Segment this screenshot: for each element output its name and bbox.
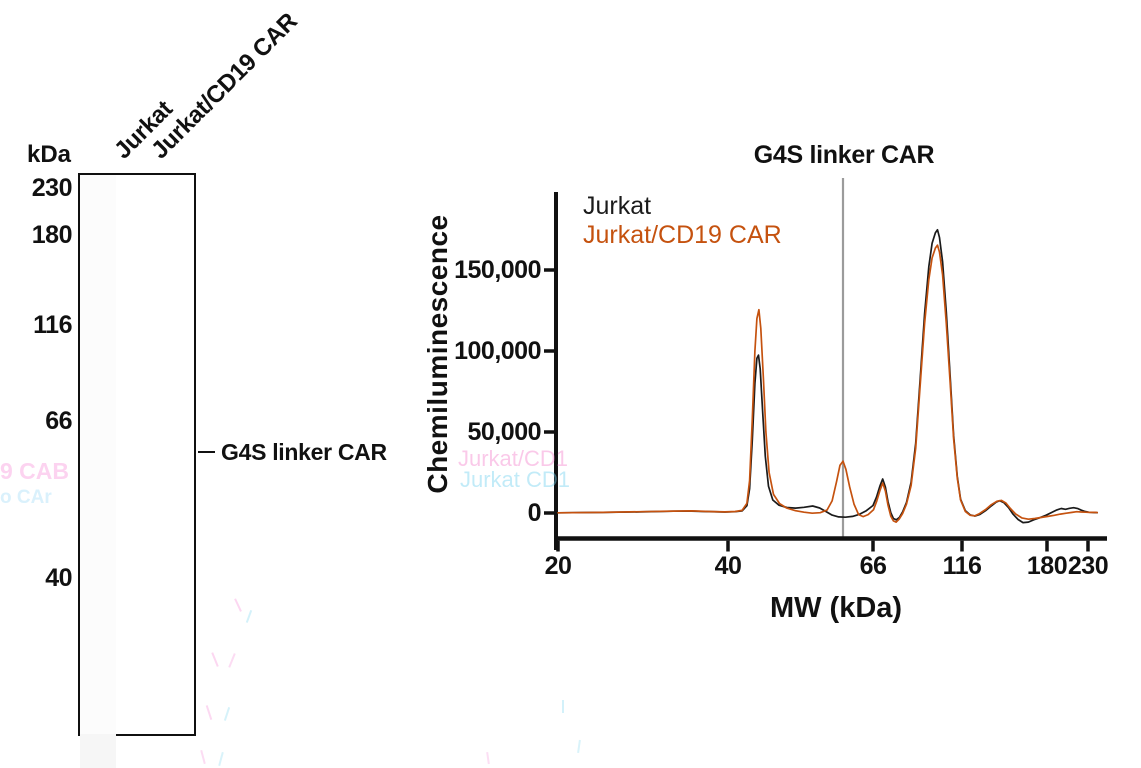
ghost-mark-10: [486, 751, 491, 765]
ghost-text-3: o CAr: [0, 487, 52, 508]
y-tick-label-100000: 100,000: [454, 337, 541, 365]
ghost-mark-8: [562, 700, 565, 713]
y-tick-label-50000: 50,000: [467, 418, 542, 446]
ghost-mark-4: [205, 704, 213, 721]
legend-item-jurkat: Jurkat: [583, 192, 652, 220]
x-tick-label-180: 180: [1026, 552, 1068, 580]
gel-marker-180: 180: [31, 221, 73, 249]
gel-lane-background-1: [80, 734, 116, 768]
ghost-text-2: 9 CAB: [0, 458, 70, 484]
chart-title: G4S linker CAR: [753, 141, 935, 169]
ghost-mark-1: [245, 609, 253, 624]
x-tick-label-20: 20: [544, 552, 572, 580]
ghost-text-1: Jurkat CD1: [460, 467, 571, 492]
ghost-mark-0: [234, 598, 243, 612]
ghost-mark-6: [200, 749, 207, 765]
series-curve-jurkat: [557, 228, 1099, 524]
x-tick-label-230: 230: [1067, 552, 1109, 580]
x-tick-label-66: 66: [859, 552, 887, 580]
ghost-text-0: Jurkat/CD1: [458, 446, 569, 471]
ghost-mark-2: [211, 652, 220, 667]
x-tick-label-116: 116: [942, 552, 982, 580]
y-tick-label-150000: 150,000: [454, 256, 541, 284]
gel-blot-image: [78, 173, 196, 768]
gel-marker-230: 230: [31, 174, 73, 202]
gel-marker-66: 66: [45, 407, 72, 435]
y-tick-label-0: 0: [527, 499, 542, 527]
ghost-mark-9: [577, 739, 582, 754]
gel-kda-unit-label: kDa: [27, 141, 72, 168]
gel-band-annotation: G4S linker CAR: [221, 439, 387, 465]
gel-band-pointer-line: [198, 451, 215, 454]
ghost-mark-7: [218, 751, 225, 767]
gel-marker-116: 116: [33, 311, 72, 339]
gel-lane-background-0: [80, 175, 116, 734]
x-axis-label: MW (kDa): [769, 592, 903, 624]
ghost-mark-5: [223, 706, 231, 722]
ghost-mark-3: [228, 653, 237, 668]
gel-lane-label-jurkat-cd19-car: Jurkat/CD19 CAR: [146, 7, 303, 165]
series-curve-jurkat-cd19-car: [557, 244, 1099, 523]
gel-marker-40: 40: [45, 564, 72, 592]
legend-item-jurkat-cd19-car: Jurkat/CD19 CAR: [583, 221, 782, 249]
x-tick-label-40: 40: [714, 552, 742, 580]
y-axis-label: Chemiluminescence: [422, 214, 453, 494]
